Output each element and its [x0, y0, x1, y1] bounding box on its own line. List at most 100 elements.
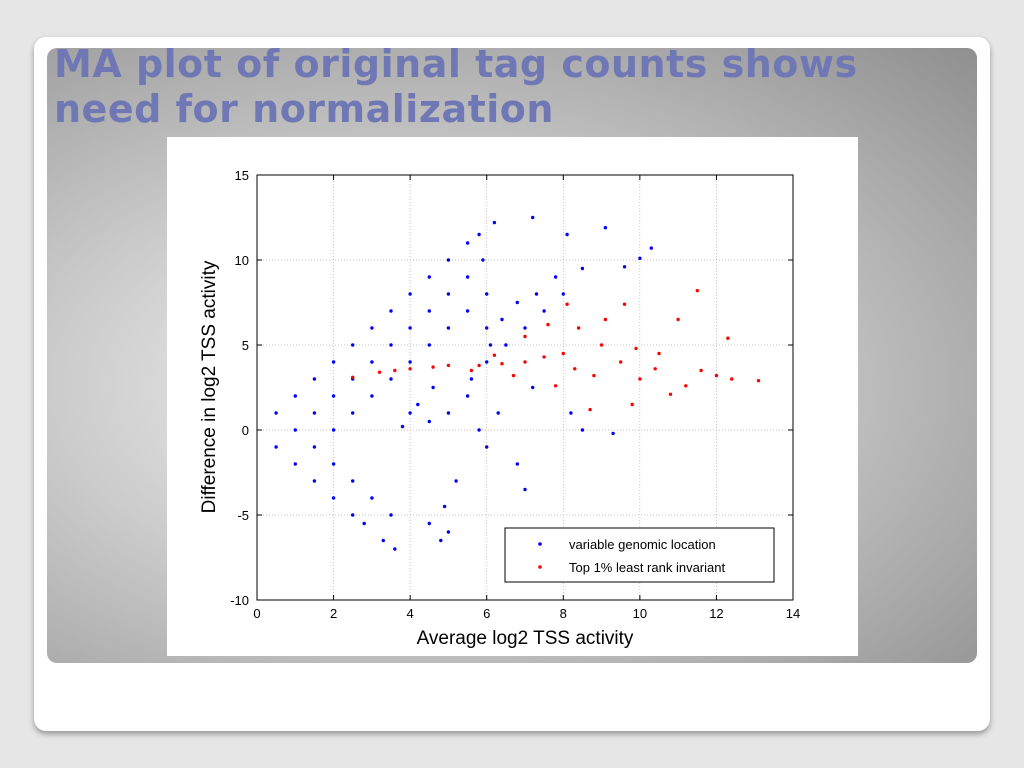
data-point-invariant	[726, 336, 730, 340]
data-point-invariant	[622, 302, 627, 306]
data-point-variable	[523, 326, 527, 330]
data-point-variable	[393, 547, 397, 551]
data-point-invariant	[523, 334, 527, 339]
data-point-variable	[427, 521, 431, 526]
data-point-variable	[312, 479, 317, 483]
data-point-invariant	[573, 367, 577, 371]
data-point-invariant	[657, 351, 661, 356]
data-point-variable	[638, 256, 642, 260]
data-point-variable	[531, 215, 535, 220]
data-point-invariant	[714, 373, 719, 378]
data-point-variable	[485, 360, 489, 364]
data-point-invariant	[553, 384, 558, 388]
data-point-invariant	[546, 322, 550, 327]
data-point-invariant	[588, 407, 592, 412]
data-point-invariant	[699, 368, 703, 373]
data-point-variable	[534, 292, 539, 296]
data-point-variable	[312, 411, 317, 415]
legend-label-invariant: Top 1% least rank invariant	[569, 560, 725, 575]
plot-frame	[256, 174, 794, 601]
x-tick-label: 14	[786, 606, 800, 621]
legend-marker-red	[538, 565, 542, 569]
x-tick-label: 2	[330, 606, 337, 621]
data-point-variable	[312, 377, 317, 381]
data-point-variable	[427, 343, 431, 347]
data-point-variable	[446, 292, 451, 296]
data-point-variable	[446, 411, 451, 415]
data-point-invariant	[408, 367, 412, 371]
axis-ticks: 0 2 4 6 8 10 12 14 -10 -5 0 5 10 15	[230, 168, 800, 621]
data-point-variable	[274, 445, 278, 449]
data-point-variable	[408, 326, 412, 330]
data-point-variable	[469, 377, 474, 381]
x-tick-label: 0	[253, 606, 260, 621]
data-point-variable	[531, 385, 535, 390]
data-point-variable	[331, 496, 336, 500]
data-point-invariant	[638, 377, 642, 381]
data-point-variable	[427, 275, 431, 279]
data-point-variable	[370, 326, 374, 330]
y-tick-label: 5	[242, 338, 249, 353]
data-point-variable	[431, 385, 435, 390]
data-point-variable	[408, 411, 412, 415]
scatter-points	[274, 215, 761, 551]
x-tick-label: 10	[633, 606, 647, 621]
y-tick-label: -10	[230, 593, 249, 608]
data-point-variable	[408, 360, 412, 364]
data-point-variable	[649, 246, 653, 250]
data-point-invariant	[695, 288, 699, 293]
data-point-variable	[274, 411, 278, 415]
data-point-variable	[465, 394, 470, 398]
data-point-invariant	[668, 392, 673, 396]
x-tick-label: 6	[483, 606, 490, 621]
data-point-variable	[370, 496, 374, 500]
data-point-variable	[389, 343, 393, 347]
data-point-variable	[362, 521, 366, 526]
data-point-variable	[331, 428, 336, 432]
data-point-variable	[465, 241, 470, 245]
data-point-variable	[389, 513, 393, 517]
data-point-invariant	[684, 384, 688, 388]
data-point-variable	[446, 326, 451, 330]
data-point-variable	[488, 343, 493, 347]
legend-label-variable: variable genomic location	[569, 537, 716, 552]
data-point-variable	[611, 431, 615, 436]
data-point-variable	[312, 445, 317, 449]
data-point-variable	[408, 292, 412, 296]
data-point-variable	[496, 411, 500, 415]
data-point-invariant	[653, 367, 657, 371]
x-tick-label: 8	[560, 606, 567, 621]
data-point-invariant	[469, 368, 474, 373]
data-point-invariant	[377, 370, 382, 374]
data-point-variable	[542, 309, 546, 313]
data-point-invariant	[500, 362, 504, 366]
data-point-variable	[561, 292, 565, 296]
data-point-variable	[515, 462, 519, 466]
legend: variable genomic location Top 1% least r…	[504, 527, 775, 583]
data-point-variable	[370, 360, 374, 364]
data-point-variable	[553, 275, 558, 279]
x-axis-label: Average log2 TSS activity	[417, 628, 634, 649]
data-point-invariant	[630, 402, 634, 407]
data-point-variable	[351, 513, 355, 517]
data-point-invariant	[542, 355, 546, 359]
data-point-variable	[293, 394, 297, 398]
data-point-invariant	[756, 379, 761, 383]
data-point-variable	[351, 411, 355, 415]
data-point-variable	[439, 538, 443, 543]
data-point-variable	[622, 265, 627, 269]
data-point-variable	[427, 419, 431, 424]
data-point-variable	[416, 402, 420, 407]
data-point-invariant	[446, 363, 451, 368]
y-tick-label: -5	[237, 508, 249, 523]
data-point-invariant	[523, 360, 527, 364]
data-point-variable	[465, 309, 470, 313]
data-point-variable	[523, 487, 527, 492]
data-point-variable	[446, 258, 451, 262]
legend-box	[504, 527, 775, 583]
data-point-variable	[465, 275, 470, 279]
data-point-invariant	[477, 363, 481, 368]
data-point-invariant	[351, 375, 355, 379]
data-point-invariant	[603, 317, 608, 322]
data-point-invariant	[565, 302, 569, 306]
